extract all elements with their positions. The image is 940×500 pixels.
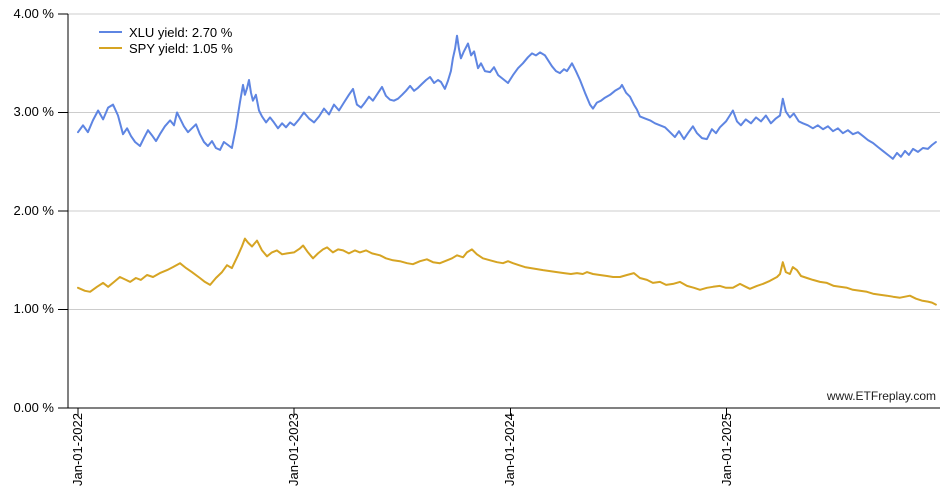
spy-series-line bbox=[77, 237, 937, 306]
legend-item-xlu: XLU yield: 2.70 % bbox=[99, 24, 233, 40]
y-tick-label-0: 0.00 % bbox=[13, 400, 54, 415]
y-tick-label-2: 2.00 % bbox=[13, 203, 54, 218]
y-tick-label-3: 3.00 % bbox=[13, 104, 54, 119]
legend-item-spy: SPY yield: 1.05 % bbox=[99, 40, 233, 56]
xlu-line-swatch bbox=[99, 31, 122, 33]
xlu-series-line bbox=[77, 34, 937, 160]
legend-label-spy: SPY yield: 1.05 % bbox=[129, 40, 233, 56]
x-tick-label-2024: Jan-01-2024 bbox=[502, 413, 517, 486]
x-tick-label-2023: Jan-01-2023 bbox=[286, 413, 301, 486]
x-tick-label-2025: Jan-01-2025 bbox=[719, 413, 734, 486]
legend-label-xlu: XLU yield: 2.70 % bbox=[129, 24, 233, 40]
x-tick-label-2022: Jan-01-2022 bbox=[70, 413, 85, 486]
legend: XLU yield: 2.70 % SPY yield: 1.05 % bbox=[99, 24, 233, 56]
y-tick-label-4: 4.00 % bbox=[13, 6, 54, 21]
spy-line-swatch bbox=[99, 47, 122, 49]
y-tick-label-1: 1.00 % bbox=[13, 301, 54, 316]
watermark: www.ETFreplay.com bbox=[826, 389, 936, 403]
